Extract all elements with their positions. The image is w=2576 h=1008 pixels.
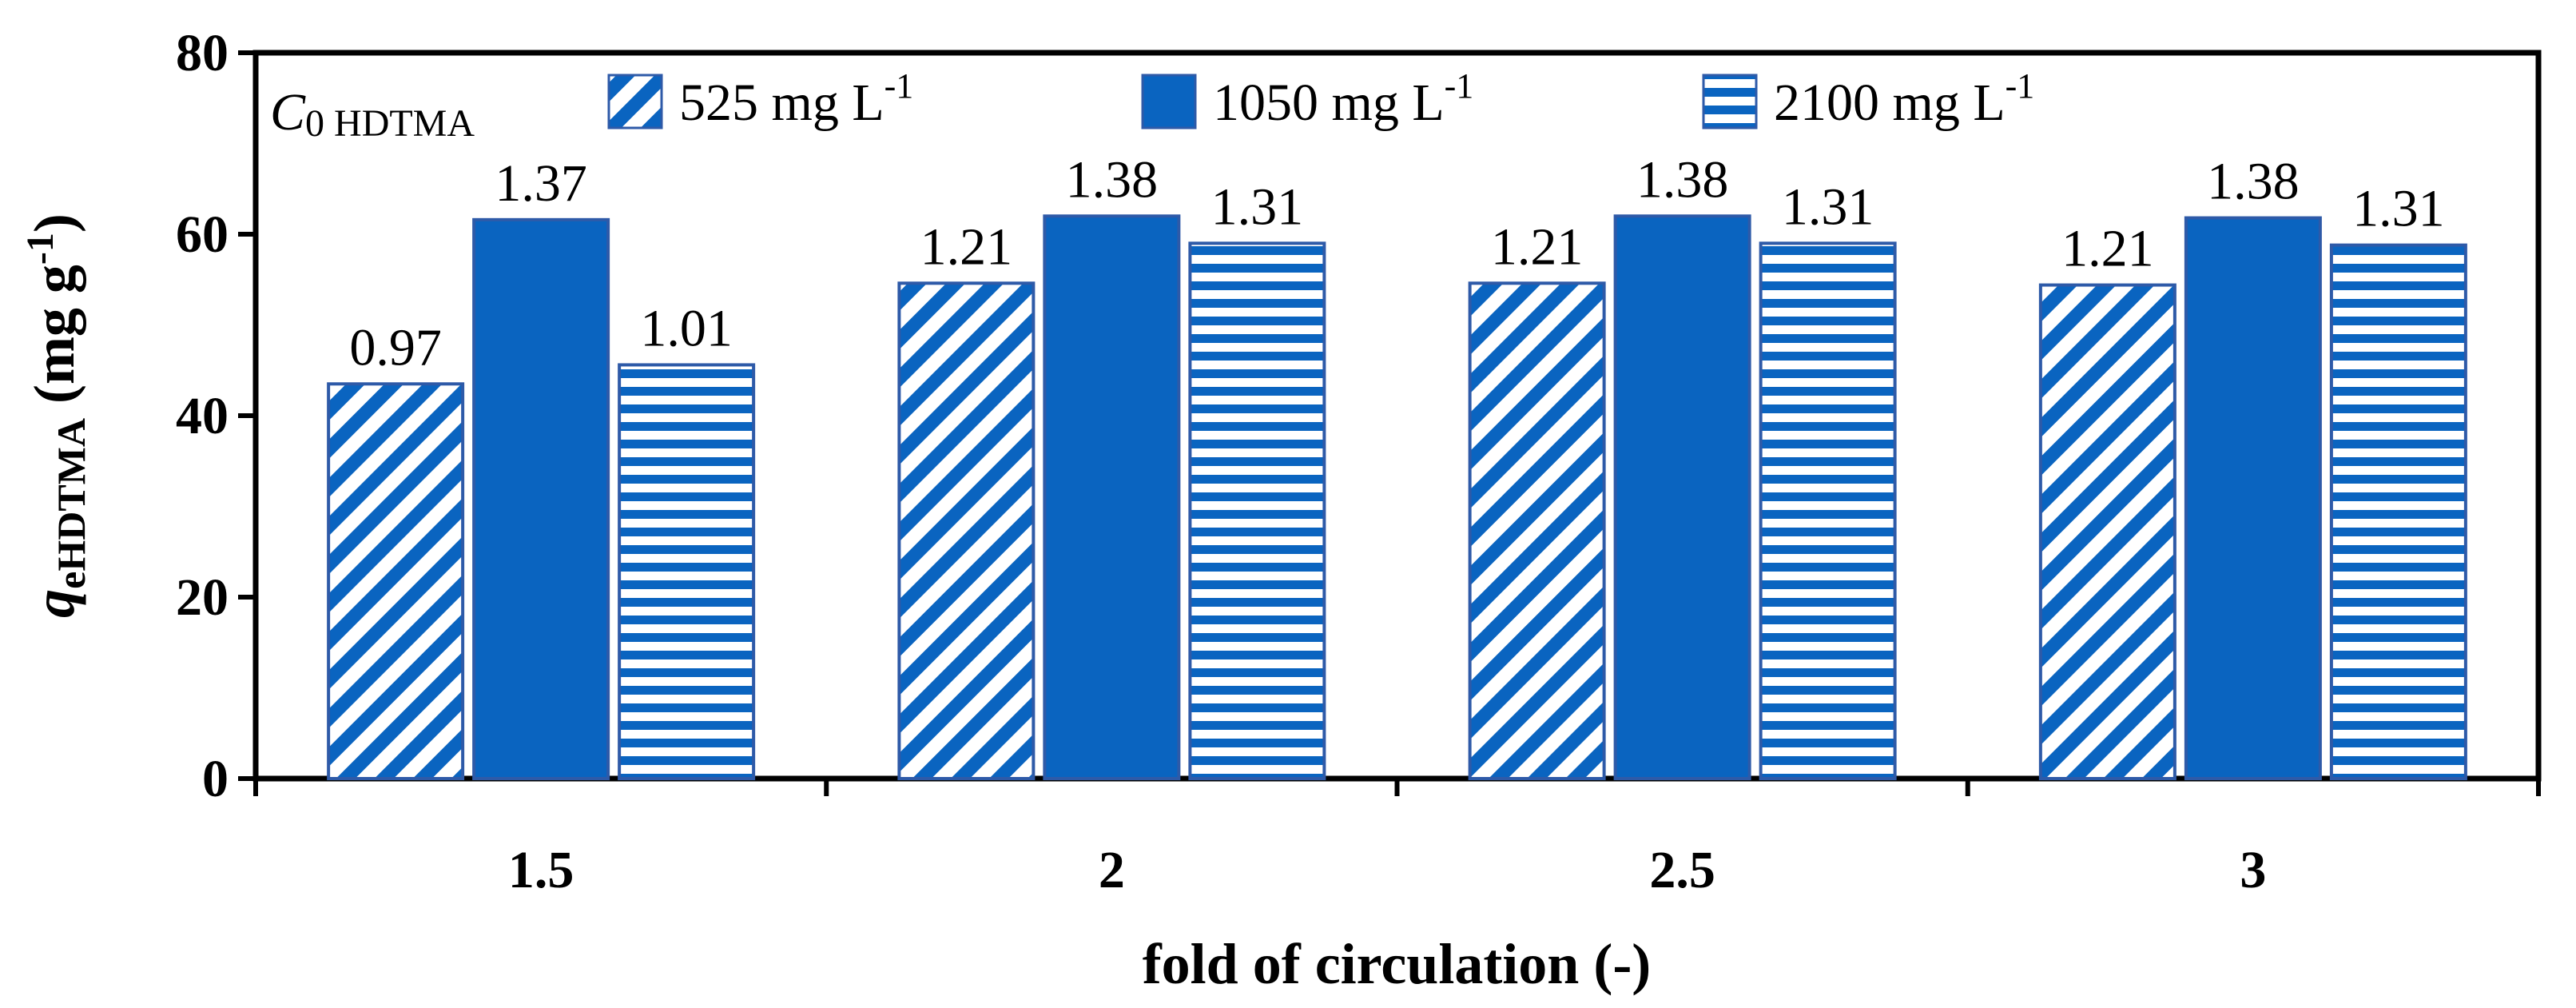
data-label: 1.38 [1636,150,1729,209]
y-axis-title-sub: eHDTMA [49,418,93,589]
legend-swatch-1050 [1141,74,1197,129]
bar-525-3 [2038,283,2176,780]
y-axis-title-unit: (mg g [22,265,86,418]
y-tick-label: 80 [176,24,229,82]
x-tick-label: 3 [2240,841,2266,899]
legend-unit-2100: mg L [1893,74,2006,132]
legend-title: C0 HDTMA [270,83,475,145]
legend-unit-1050: mg L [1332,74,1445,132]
data-label: 1.38 [2207,153,2300,211]
bar-525-2.5 [1468,281,1606,781]
y-tick-label: 20 [176,568,229,627]
data-label: 1.31 [2352,180,2445,238]
x-tick-label: 2.5 [1649,841,1715,899]
y-tick-label: 40 [176,387,229,445]
data-label: 1.01 [640,299,733,357]
legend-value-2100: 2100 [1774,74,1879,132]
legend-swatch-2100 [1702,74,1758,129]
x-tick-label: 2 [1099,841,1125,899]
bar-2100-2 [1188,241,1326,781]
y-axis-title-unit-close: ) [22,213,86,233]
legend-label-1050: 1050 mg L-1 [1213,66,1473,132]
legend-sup-525: -1 [885,66,914,106]
data-label: 1.21 [920,217,1013,276]
data-label: 1.38 [1066,150,1159,209]
y-tick-label: 60 [176,205,229,264]
y-axis: 0 20 40 60 80 [176,24,256,808]
bar-series-group: 0.97 1.37 1.01 1.21 1.38 1.31 1.21 1.38 1.31 1.21… [327,150,2467,781]
bar-525-2 [897,281,1036,781]
data-label: 1.31 [1782,177,1874,236]
bar-1050-3 [2184,216,2322,780]
legend-title-sub: 0 HDTMA [305,102,475,145]
y-axis-title: qeHDTMA (mg g-1) [19,213,93,618]
data-label: 1.21 [2061,220,2154,278]
bar-2100-3 [2329,243,2467,780]
bar-525-1.5 [327,382,465,780]
legend-value-1050: 1050 [1213,74,1318,132]
y-tick-label: 0 [202,750,229,808]
legend-label-2100: 2100 mg L-1 [1774,66,2034,132]
x-tick-label: 1.5 [508,841,574,899]
data-label: 1.31 [1211,177,1304,236]
bar-1050-2.5 [1613,214,1751,780]
legend-unit-525: mg L [772,74,885,132]
legend: C0 HDTMA 525 mg L-1 1050 mg L-1 2100 mg … [270,66,2034,145]
legend-title-italic: C [270,83,306,141]
x-axis: 1.5 2 2.5 3 [253,779,2541,899]
y-axis-title-unit-sup: -1 [19,233,62,265]
bar-2100-1.5 [618,363,756,780]
legend-sup-1050: -1 [1445,66,1474,106]
data-label: 1.21 [1491,217,1584,276]
bar-2100-2.5 [1759,241,1897,781]
bar-1050-1.5 [472,217,610,780]
data-label: 1.37 [495,154,587,213]
bar-1050-2 [1043,214,1181,780]
legend-value-525: 525 [679,74,758,132]
legend-swatch-525 [607,74,663,129]
data-label: 0.97 [349,318,442,377]
y-axis-title-q: q [22,589,86,618]
legend-label-525: 525 mg L-1 [679,66,913,132]
x-axis-title: fold of circulation (-) [1143,932,1652,996]
legend-sup-2100: -1 [2006,66,2035,106]
